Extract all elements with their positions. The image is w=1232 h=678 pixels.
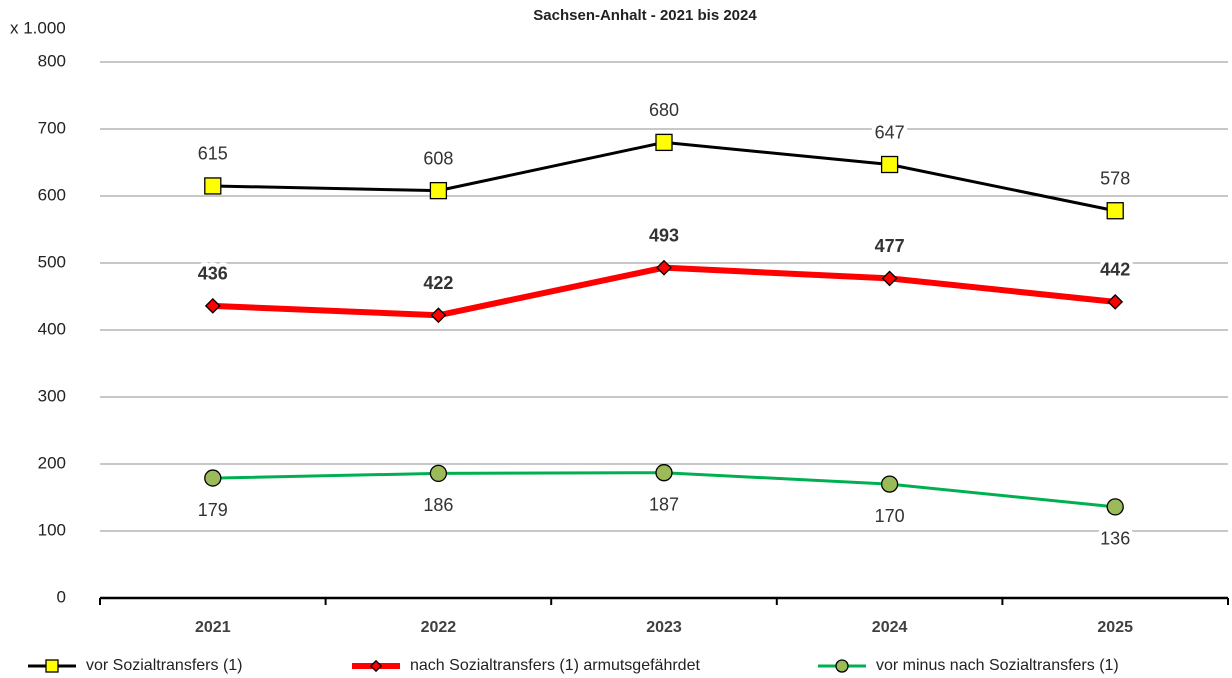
value-label: 608 — [423, 148, 453, 168]
y-axis-label: x 1.000 — [10, 18, 66, 37]
point — [881, 270, 898, 287]
value-label: 136 — [1100, 529, 1130, 549]
legend-label: vor Sozialtransfers (1) — [86, 657, 243, 674]
point — [430, 307, 447, 324]
point — [204, 469, 222, 487]
value-label: 615 — [198, 144, 228, 164]
point — [1107, 293, 1124, 310]
chart-title: Sachsen-Anhalt - 2021 bis 2024 — [533, 7, 757, 24]
point — [880, 475, 899, 493]
point — [656, 259, 672, 276]
point — [204, 177, 222, 195]
value-label: 422 — [423, 273, 453, 293]
y-tick-label: 500 — [38, 252, 66, 271]
value-label: 647 — [875, 122, 905, 142]
value-label: 436 — [198, 264, 228, 284]
point — [204, 297, 221, 314]
legend-label: nach Sozialtransfers (1) armutsgefährdet — [410, 657, 700, 674]
value-label: 442 — [1100, 260, 1130, 280]
x-tick-label: 2024 — [872, 619, 908, 636]
point — [1106, 202, 1124, 220]
y-tick-label: 0 — [57, 587, 66, 606]
legend-marker — [45, 659, 59, 673]
value-label: 493 — [649, 225, 679, 245]
value-label: 187 — [649, 494, 679, 514]
point — [429, 464, 448, 483]
x-tick-label: 2025 — [1097, 619, 1133, 636]
point — [429, 181, 448, 200]
legend-marker — [835, 659, 849, 673]
legend-marker — [369, 659, 383, 673]
point — [655, 464, 673, 482]
value-label: 186 — [423, 495, 453, 515]
value-label: 170 — [875, 506, 905, 526]
x-tick-label: 2023 — [646, 619, 682, 636]
value-label: 477 — [875, 236, 905, 256]
y-tick-label: 600 — [38, 185, 66, 204]
series-line — [212, 140, 1116, 213]
point — [880, 155, 899, 174]
y-tick-label: 700 — [38, 118, 66, 137]
point — [1106, 498, 1124, 516]
value-label: 179 — [198, 500, 228, 520]
legend-label: vor minus nach Sozialtransfers (1) — [876, 657, 1119, 674]
y-tick-label: 800 — [38, 51, 66, 70]
value-label: 680 — [649, 100, 679, 120]
point — [655, 133, 673, 152]
y-tick-label: 300 — [38, 386, 66, 405]
x-tick-label: 2022 — [421, 619, 457, 636]
y-tick-label: 200 — [38, 453, 66, 472]
x-tick-label: 2021 — [195, 619, 231, 636]
y-tick-label: 100 — [38, 520, 66, 539]
y-tick-label: 400 — [38, 319, 66, 338]
value-label: 578 — [1100, 168, 1130, 188]
